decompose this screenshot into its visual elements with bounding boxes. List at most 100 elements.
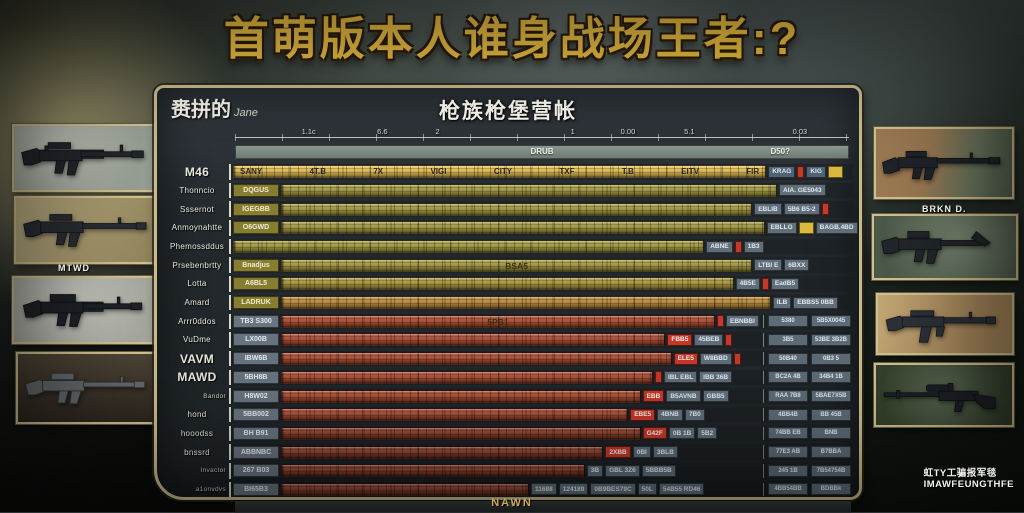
stat-badge: EBLIB (754, 203, 782, 216)
stat-badges: ABNE 1B3 (706, 240, 764, 253)
table-row: Lotta A6BL5 4B5E EadB5 (165, 276, 853, 292)
stat-bar-track: IBW6B ELE5 W8BBD 50B40 0B3 5 (229, 350, 853, 367)
stat-badge (717, 315, 724, 328)
stat-badge: 3B (586, 464, 604, 477)
stat-badge: 4BNB (657, 408, 683, 421)
stat-badges: EBNBBI (717, 315, 759, 328)
bar-left-cell: IGEGBB (233, 202, 279, 216)
weapon-name-label: Amard (184, 298, 210, 308)
stat-badges: 2XBB 0BI 3BLB (605, 446, 678, 459)
axis-tick-label: 1.1c (301, 127, 316, 136)
far-stat-cell: 4BB54BB (768, 483, 808, 496)
stat-badge: 5B2 (697, 427, 718, 440)
stat-bar-track: H8W02 EBB B5AVNB GBB5 RAA 7B8 5BAE7X5B (229, 388, 853, 404)
stat-bar-track: SANY 4T.B 7X VIGI CITY TXF T.B EITV FIR KRAG KIG (229, 164, 853, 180)
weapon-name-label: VAVM (179, 351, 215, 366)
stat-badge: 11688 (531, 483, 557, 496)
stat-bar-track: TB3 S300 5PB1 EBNBBI 5380 5B5X0045 (229, 313, 853, 329)
stat-far-cells: 245 1B 7B54754B (763, 464, 851, 478)
stat-badge: KRAG (768, 165, 796, 178)
gun-image-right-4 (874, 363, 1014, 427)
stat-bar (281, 352, 672, 366)
far-stat-cell: 5B5X0045 (811, 315, 851, 328)
watermark-line-1: 虹TY工骗报军毯 (923, 468, 997, 479)
stat-bar: BSA5 (281, 258, 753, 272)
far-stat-cell: BB 45B (811, 408, 851, 421)
stat-badges: FBB5 45BEB (667, 333, 733, 346)
stat-bar: 5PB1 (281, 314, 715, 328)
table-row: VAVM IBW6B ELE5 W8BBD 50B40 0B3 5 (165, 350, 853, 367)
sniper-rifle-icon (884, 382, 996, 412)
stat-badge: 5B6 B5-2 (783, 203, 820, 216)
stat-far-cells: 74BB EB BNB (763, 426, 851, 441)
bar-left-cell: O6GWD (233, 221, 279, 235)
stat-badge (797, 165, 805, 178)
stat-badges: 4B5E EadB5 (735, 277, 800, 290)
right-gallery-caption: BRKN D. (922, 204, 967, 214)
stat-badge: 5BBB5B (641, 464, 676, 477)
stat-badge: 54B55 RD46 (658, 483, 705, 496)
far-stat-cell: 5BAE7X5B (811, 390, 851, 402)
bar-left-cell: BH B91 (233, 426, 279, 440)
stat-bar-track: DQGUS AIA. GE5043 (229, 182, 853, 199)
far-stat-cell: 74BB EB (768, 427, 808, 440)
stat-badges: EBE5 4BNB 7B0 (630, 408, 705, 421)
table-row: Anmoynahtte O6GWD EBLLG BAGB.4BD (165, 220, 858, 236)
stat-badge: 124189 (558, 483, 589, 496)
bar-left-cell: A6BL5 (233, 277, 279, 291)
stat-badge: 1B3 (743, 240, 764, 253)
rifle-icon (22, 214, 147, 247)
rifle-icon (882, 150, 1001, 180)
stat-badge: ELE5 (673, 352, 698, 365)
stat-badge (733, 352, 741, 365)
stat-badges: G42F 0B 1B 5B2 (642, 427, 718, 440)
rifle-icon (24, 373, 145, 405)
gun-image-right-2 (872, 214, 1018, 280)
bar-left-cell: TB3 S300 (233, 314, 279, 328)
stat-bar (281, 183, 777, 197)
stat-bar (281, 445, 604, 459)
stat-badge: ILB (772, 296, 792, 309)
axis-tick-label: 0.03 (792, 127, 808, 136)
stat-badge (761, 277, 769, 290)
far-stat-cell: 53BE 3B2B (811, 333, 851, 346)
table-row: Sssernot IGEGBB EBLIB 5B6 B5-2 (165, 201, 853, 217)
stat-bar-track: 267 B03 3B GBL 3Z6 5BBB5B 245 1B 7B54754B (229, 463, 853, 479)
far-stat-cell: 34B4 1B (811, 371, 851, 384)
stat-bar (281, 426, 641, 440)
bar-left-cell: IBW6B (233, 352, 279, 366)
bar-left-cell: LADRUK (233, 296, 279, 310)
stat-badge: EBB (642, 390, 665, 402)
stat-bar-track: ABBNBC 2XBB 0BI 3BLB 77E3 AB B7BBA (229, 444, 853, 460)
stat-bar (281, 482, 529, 496)
axis-subheader-right: D50? (770, 147, 790, 156)
far-stat-cell: BC2A 4B (768, 371, 808, 384)
weapon-name-label: MAWD (177, 370, 217, 385)
stat-badge: EBBS5 0BB (793, 296, 838, 309)
weapon-name-label: Invactor (200, 467, 226, 475)
table-row: Bandor H8W02 EBB B5AVNB GBB5 RAA 7B8 5BAE7X… (165, 388, 853, 404)
weapon-name-label: Anmoynahtte (171, 223, 223, 233)
far-stat-cell: B7BBA (811, 446, 851, 459)
table-row: hooodss BH B91 G42F 0B 1B 5B2 74BB EB BNB (165, 425, 853, 442)
stat-bar-track: A6BL5 4B5E EadB5 (229, 276, 853, 292)
stat-far-cells: 4BB54BB BDBBk (763, 482, 851, 497)
bar-left-cell: H8W02 (233, 389, 279, 403)
stat-bar: SANY 4T.B 7X VIGI CITY TXF T.B EITV FIR (233, 165, 767, 179)
stat-bar (281, 389, 641, 403)
far-stat-cell: 3B5 (768, 333, 808, 346)
stat-badge: IBB 36B (699, 371, 733, 384)
stat-bar-track: IGEGBB EBLIB 5B6 B5-2 (229, 201, 853, 217)
weapon-name-label: a1onvdvs (195, 485, 226, 493)
stat-badge: B5AVNB (666, 390, 701, 402)
far-stat-cell: 0B3 5 (811, 352, 851, 365)
weapon-name-label: Lotta (187, 279, 207, 289)
table-row: hond 5BB002 EBE5 4BNB 7B0 4BB4B BB 45B (165, 406, 853, 423)
stat-badge: 0B 1B (668, 427, 696, 440)
stat-badge: EBE5 (630, 408, 656, 421)
stat-bar-text: SANY 4T.B 7X VIGI CITY TXF T.B EITV FIR (240, 167, 760, 177)
stat-badge: KIG (806, 165, 826, 178)
watermark: 虹TY工骗报军毯 IMAWFEUNGTHFE (924, 468, 1014, 491)
stat-bar (281, 333, 666, 347)
axis-line (235, 137, 849, 138)
